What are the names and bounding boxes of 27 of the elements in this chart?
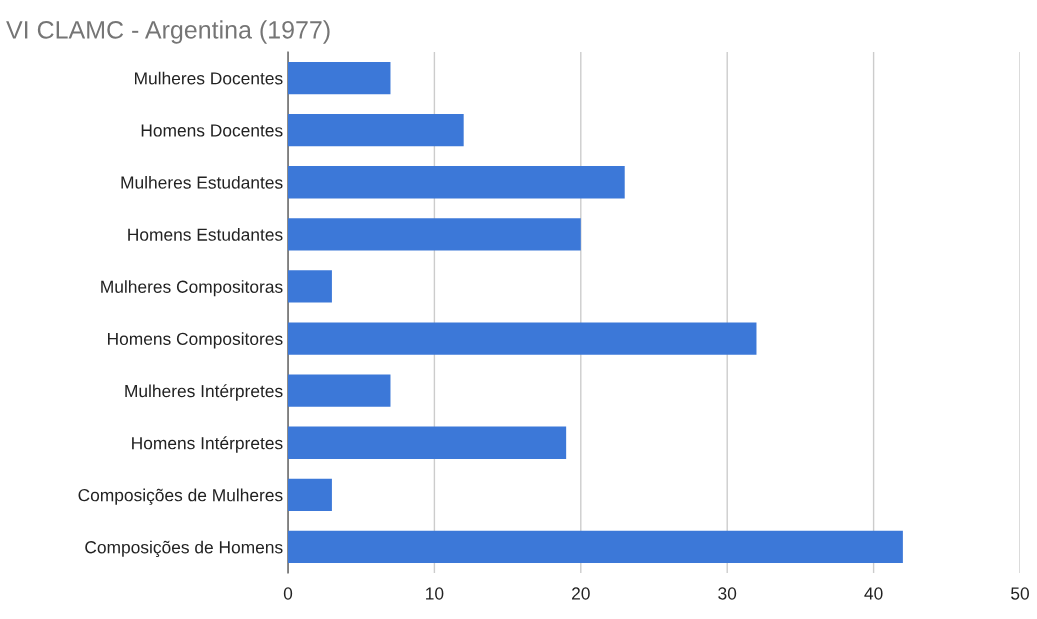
y-tick-label: Mulheres Intérpretes — [125, 384, 283, 401]
chart-title: VI CLAMC - Argentina (1977) — [6, 20, 330, 44]
bar — [288, 374, 391, 407]
bar — [288, 166, 625, 199]
x-tick-label: 30 — [718, 587, 737, 600]
bar — [288, 61, 391, 95]
bar — [288, 114, 464, 147]
bar — [288, 426, 567, 459]
y-tick-label: Homens Estudantes — [128, 228, 283, 241]
bar — [288, 478, 332, 511]
y-tick-label: Homens Docentes — [141, 124, 283, 137]
y-tick-label: Mulheres Compositoras — [101, 280, 283, 297]
x-tick-label: 40 — [864, 587, 883, 600]
y-tick-label: Composições de Mulheres — [78, 488, 283, 505]
y-tick-label: Composições de Homens — [85, 540, 283, 557]
y-tick-label: Homens Compositores — [108, 332, 283, 349]
y-tick-label: Mulheres Estudantes — [121, 175, 283, 189]
bar — [288, 270, 332, 303]
bar — [288, 322, 757, 355]
x-tick-label: 10 — [426, 587, 444, 600]
bar — [288, 218, 581, 251]
x-tick-label: 50 — [1011, 587, 1029, 600]
y-tick-label: Homens Intérpretes — [132, 436, 283, 453]
bar — [288, 530, 903, 564]
x-tick-label: 0 — [283, 587, 293, 600]
x-tick-label: 20 — [572, 587, 590, 600]
y-tick-label: Mulheres Docentes — [135, 71, 283, 85]
